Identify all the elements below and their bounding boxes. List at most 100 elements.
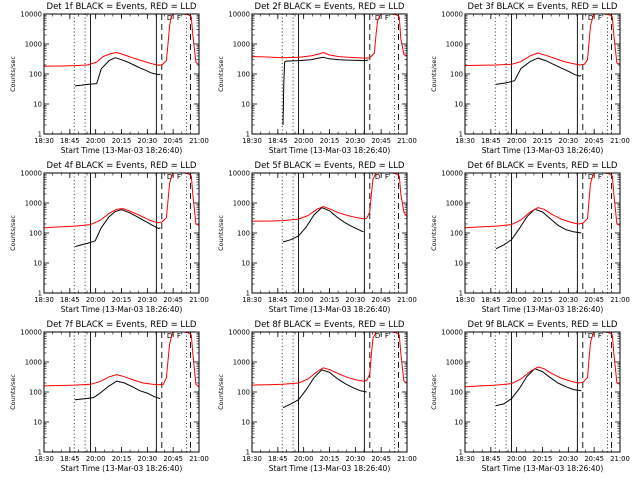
lld-series-line: [465, 14, 620, 67]
x-tick-label: 20:30: [346, 296, 366, 304]
annotation-letter: F: [385, 14, 389, 22]
x-tick-label: 18:45: [481, 455, 501, 463]
chart-panel-7: Det 7f BLACK = Events, RED = LLD Counts/s…: [9, 320, 209, 473]
events-series-line: [74, 380, 161, 401]
x-axis-label: Start Time (13-Mar-03 18:26:40): [482, 305, 604, 314]
events-series-line: [495, 57, 582, 85]
lld-series-line: [252, 173, 407, 222]
y-tick-label: 100: [237, 70, 250, 78]
y-tick-label: 1000: [233, 199, 250, 207]
x-axis-label: Start Time (13-Mar-03 18:26:40): [269, 464, 391, 473]
x-tick-label: 18:30: [455, 137, 475, 145]
events-series-line: [74, 209, 161, 248]
lld-series-line: [252, 14, 407, 59]
x-tick-label: 20:30: [346, 455, 366, 463]
y-tick-label: 10000: [228, 169, 250, 177]
lld-series-line: [465, 332, 620, 388]
y-tick-label: 1: [38, 289, 42, 297]
chart-panel-6: Det 6f BLACK = Events, RED = LLD Counts/s…: [430, 161, 630, 314]
annotation-letter: D: [588, 14, 593, 22]
x-tick-label: 20:45: [371, 296, 391, 304]
y-tick-label: 100: [29, 229, 42, 237]
x-tick-label: 18:45: [60, 296, 80, 304]
x-tick-label: 20:00: [294, 137, 314, 145]
x-tick-label: 20:00: [507, 296, 527, 304]
x-tick-label: 20:45: [163, 137, 183, 145]
y-axis-label: Counts/sec: [430, 215, 438, 251]
y-tick-label: 10: [454, 100, 463, 108]
annotation-letter: F: [598, 14, 602, 22]
x-tick-label: 20:45: [584, 137, 604, 145]
x-axis-label: Start Time (13-Mar-03 18:26:40): [269, 146, 391, 155]
y-tick-label: 100: [237, 388, 250, 396]
x-tick-label: 18:45: [60, 455, 80, 463]
plot-frame: [43, 13, 200, 135]
annotation-letter: F: [385, 332, 389, 340]
y-tick-label: 100: [450, 70, 463, 78]
chart-panel-3: Det 3f BLACK = Events, RED = LLD Counts/s…: [430, 2, 630, 155]
events-series-line: [282, 56, 369, 126]
chart-panel-4: Det 4f BLACK = Events, RED = LLD Counts/s…: [9, 161, 209, 314]
x-tick-label: 18:30: [34, 455, 54, 463]
plot-frame: [251, 13, 408, 135]
y-tick-label: 1: [459, 448, 463, 456]
events-series-line: [282, 207, 364, 243]
y-axis-label: Counts/sec: [217, 56, 225, 92]
x-tick-label: 20:15: [320, 137, 340, 145]
y-axis-label: Counts/sec: [9, 56, 17, 92]
y-tick-label: 10000: [441, 328, 463, 336]
y-tick-label: 10000: [228, 10, 250, 18]
lld-series-line: [44, 332, 199, 388]
x-tick-label: 20:45: [371, 455, 391, 463]
x-tick-label: 20:30: [138, 137, 158, 145]
x-tick-label: 21:00: [610, 455, 630, 463]
x-tick-label: 20:00: [86, 137, 106, 145]
chart-title: Det 3f BLACK = Events, RED = LLD: [468, 2, 618, 12]
y-tick-label: 10: [454, 259, 463, 267]
plot-frame: [251, 331, 408, 453]
lld-series-line: [44, 14, 199, 67]
x-axis-label: Start Time (13-Mar-03 18:26:40): [482, 464, 604, 473]
x-tick-label: 18:45: [60, 137, 80, 145]
x-tick-label: 18:45: [268, 455, 288, 463]
y-tick-label: 100: [450, 229, 463, 237]
x-tick-label: 20:30: [559, 296, 579, 304]
plot-frame: [43, 172, 200, 294]
x-tick-label: 20:15: [112, 455, 132, 463]
annotation-letter: F: [385, 173, 389, 181]
y-tick-label: 10000: [228, 328, 250, 336]
events-series-line: [495, 368, 582, 407]
y-tick-label: 100: [237, 229, 250, 237]
x-tick-label: 20:00: [86, 455, 106, 463]
events-series-line: [495, 208, 582, 250]
x-tick-label: 20:45: [163, 455, 183, 463]
y-tick-label: 1: [246, 289, 250, 297]
chart-panel-2: Det 2f BLACK = Events, RED = LLD Counts/s…: [217, 2, 417, 155]
x-tick-label: 21:00: [610, 296, 630, 304]
y-tick-label: 1: [38, 130, 42, 138]
annotation-letter: F: [177, 173, 181, 181]
y-tick-label: 1000: [25, 40, 42, 48]
lld-series-line: [44, 173, 199, 229]
x-tick-label: 21:00: [610, 137, 630, 145]
x-tick-label: 20:00: [294, 455, 314, 463]
y-tick-label: 10: [33, 418, 42, 426]
y-axis-label: Counts/sec: [217, 374, 225, 410]
annotation-letter: D: [588, 332, 593, 340]
chart-title: Det 8f BLACK = Events, RED = LLD: [255, 320, 405, 330]
y-tick-label: 1000: [446, 199, 463, 207]
chart-panel-5: Det 5f BLACK = Events, RED = LLD Counts/s…: [217, 161, 417, 314]
x-tick-label: 20:30: [346, 137, 366, 145]
y-tick-label: 1000: [233, 40, 250, 48]
annotation-letter: F: [598, 173, 602, 181]
y-tick-label: 10000: [20, 169, 42, 177]
x-tick-label: 20:15: [533, 137, 553, 145]
x-axis-label: Start Time (13-Mar-03 18:26:40): [61, 146, 183, 155]
plot-frame: [43, 331, 200, 453]
y-tick-label: 1000: [25, 358, 42, 366]
x-tick-label: 20:45: [163, 296, 183, 304]
x-tick-label: 21:00: [397, 137, 417, 145]
chart-panel-1: Det 1f BLACK = Events, RED = LLD Counts/s…: [9, 2, 209, 155]
chart-title: Det 7f BLACK = Events, RED = LLD: [47, 320, 197, 330]
x-tick-label: 21:00: [189, 296, 209, 304]
